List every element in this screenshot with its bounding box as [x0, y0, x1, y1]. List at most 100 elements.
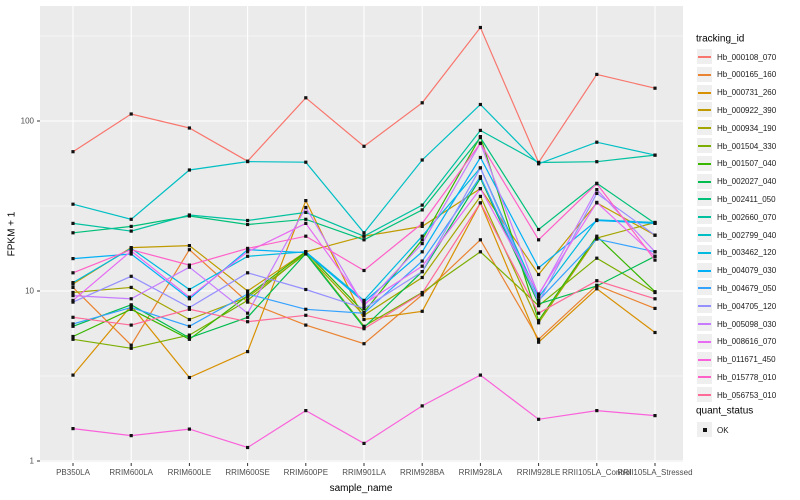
data-point — [187, 295, 191, 299]
legend-key-line-icon — [698, 287, 711, 290]
data-point — [304, 307, 308, 311]
data-point — [478, 135, 482, 140]
legend-key-swatch — [697, 316, 712, 331]
data-point — [304, 96, 308, 100]
data-point — [246, 254, 250, 258]
data-point — [304, 217, 308, 221]
data-point — [420, 242, 424, 246]
legend-key-swatch — [697, 66, 712, 82]
data-point — [129, 303, 133, 307]
data-point — [246, 289, 250, 293]
data-point — [246, 315, 250, 319]
data-point — [129, 343, 133, 347]
data-point — [129, 346, 133, 350]
data-point — [420, 158, 424, 162]
data-point — [595, 237, 599, 241]
data-point — [362, 300, 366, 304]
data-point — [362, 234, 366, 238]
data-point — [595, 409, 599, 413]
y-tick-label: 100 — [20, 116, 34, 126]
data-point — [362, 231, 366, 235]
data-point — [653, 306, 657, 310]
data-point — [71, 202, 75, 206]
x-tick-label: RRII105LA_Control — [562, 468, 632, 477]
x-tick-label: RRII105LA_Stressed — [617, 468, 693, 477]
data-point — [187, 307, 191, 311]
data-point — [537, 321, 541, 325]
data-point — [71, 150, 75, 154]
data-point — [71, 373, 75, 377]
data-point — [653, 414, 657, 418]
data-point — [362, 238, 366, 242]
data-point — [478, 155, 482, 160]
legend-key-line-icon — [698, 56, 711, 58]
legend-key-swatch — [697, 173, 712, 189]
x-axis-title: sample_name — [329, 483, 393, 494]
legend-title-tracking-id: tracking_id — [696, 33, 745, 45]
x-tick-label: RRIM928LA — [458, 468, 503, 477]
data-point — [129, 229, 133, 233]
data-point — [129, 285, 133, 289]
data-point — [304, 409, 308, 413]
data-point — [71, 300, 75, 304]
data-point — [595, 182, 599, 186]
legend-item-label: Hb_005098_030 — [717, 319, 777, 329]
data-point — [420, 259, 424, 263]
data-point — [187, 333, 191, 337]
data-point — [71, 290, 75, 295]
legend-key-line-icon — [698, 127, 711, 130]
data-point — [420, 275, 424, 280]
legend-key-line-icon — [698, 216, 711, 219]
data-point — [129, 252, 133, 256]
legend-item-label: Hb_004679_050 — [717, 283, 777, 293]
legend-title-quant-status: quant_status — [696, 405, 754, 417]
data-point — [362, 144, 366, 148]
data-point — [478, 250, 482, 254]
legend-key-line-icon — [698, 198, 711, 201]
data-point — [595, 188, 599, 192]
data-point — [537, 292, 541, 296]
data-point — [420, 221, 424, 225]
legend-key-line-icon — [698, 269, 711, 272]
x-tick-label: RRIM928BA — [399, 468, 445, 477]
data-point — [246, 250, 250, 254]
data-point — [420, 270, 424, 274]
point-marker-icon — [703, 428, 707, 432]
legend-item-label: Hb_056753_010 — [717, 390, 777, 400]
data-point — [187, 375, 191, 380]
legend-key-line-icon — [698, 340, 711, 343]
data-point — [246, 246, 250, 250]
data-point — [362, 304, 366, 308]
data-point — [537, 340, 541, 344]
legend-key-swatch — [697, 387, 712, 403]
x-tick-label: RRIM600SE — [225, 468, 270, 477]
data-point — [71, 281, 75, 285]
data-point — [653, 297, 657, 301]
data-point — [187, 168, 191, 172]
data-point — [420, 203, 424, 207]
data-point — [595, 160, 599, 164]
data-point — [71, 324, 75, 328]
data-point — [304, 160, 308, 164]
data-point — [362, 313, 366, 317]
data-point — [653, 254, 657, 258]
data-point — [537, 319, 541, 323]
data-point — [420, 309, 424, 313]
legend-key-swatch — [697, 49, 712, 64]
data-point — [304, 251, 308, 255]
legend-key-line-icon — [698, 109, 711, 112]
data-point — [537, 162, 541, 166]
data-point — [653, 153, 657, 157]
data-point — [71, 427, 75, 431]
data-point — [304, 221, 308, 225]
legend-key-swatch — [697, 102, 712, 118]
data-point — [129, 297, 133, 301]
x-tick-label: RRIM928LE — [516, 468, 561, 477]
legend-key-line-icon — [698, 376, 711, 379]
legend-key-line-icon — [698, 234, 711, 236]
legend-item-label: Hb_004079_030 — [717, 266, 777, 276]
legend-key-line-icon — [698, 73, 711, 76]
legend-item-label: Hb_000165_160 — [717, 70, 777, 80]
legend-key-swatch — [697, 209, 712, 225]
